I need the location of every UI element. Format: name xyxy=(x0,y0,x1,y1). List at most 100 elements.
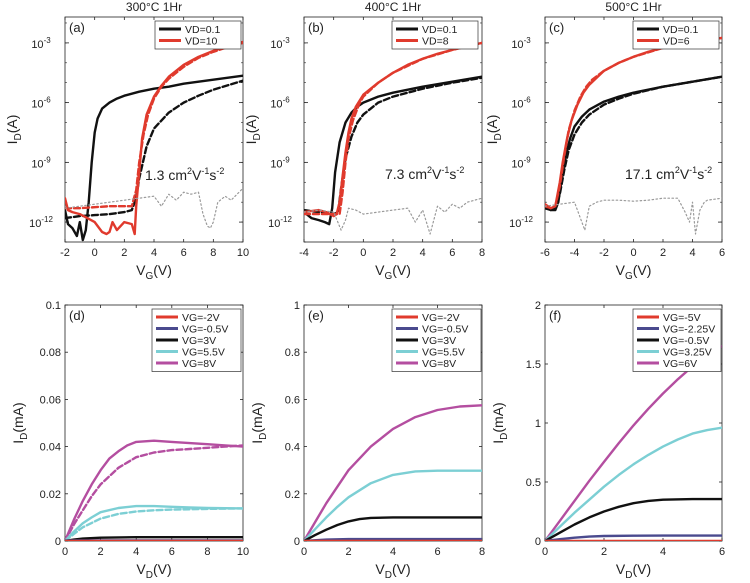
x-tick-label: 4 xyxy=(660,546,666,558)
y-tick-label: 0.2 xyxy=(285,489,300,501)
panel-a: -2 0 2 4 6 8 10 10-12 10-9 10-6 10-3 (a) 300°C 1Hr VG… xyxy=(4,0,249,282)
x-tick-label: 0 xyxy=(301,546,307,558)
legend-label: VG=-2.25V xyxy=(663,324,715,336)
series-line-vg-5.5v xyxy=(65,504,243,541)
series-group xyxy=(304,41,482,235)
legend-box xyxy=(154,20,242,50)
legend-label: VD=8 xyxy=(422,36,449,48)
y-tick-label: 10-6 xyxy=(270,96,290,111)
x-tick-label: 0 xyxy=(542,546,548,558)
x-tick-label: -6 xyxy=(540,247,550,259)
x-tick-label: -2 xyxy=(599,247,609,259)
y-tick-label: 10-9 xyxy=(511,155,531,170)
series-group xyxy=(65,439,243,541)
y-axis-label: ID(mA) xyxy=(490,402,510,443)
y-tick-label: 10-12 xyxy=(509,215,533,230)
series-line-vd-10-dashed- xyxy=(65,41,243,210)
legend-label: VG=3V xyxy=(182,335,216,347)
series-line-vg-5.5v-dashed- xyxy=(65,507,243,541)
series-line-vg-8v xyxy=(65,439,243,541)
series-line-vg-8v-dashed- xyxy=(65,444,243,541)
series-line-gate-leakage xyxy=(65,187,243,229)
x-tick-label: 8 xyxy=(479,546,485,558)
x-tick-label: 8 xyxy=(204,546,210,558)
panel-label: (e) xyxy=(308,308,324,323)
x-tick-label: 4 xyxy=(420,247,426,259)
y-tick-label: 10-3 xyxy=(270,36,290,51)
y-tick-label: 0 xyxy=(535,536,541,548)
plot-frame xyxy=(544,16,723,243)
mobility-annotation: 1.3 cm2V-1s-2 xyxy=(145,166,224,183)
legend-label: VG=-5V xyxy=(663,312,701,324)
panel-title: 300°C 1Hr xyxy=(126,0,182,14)
x-axis-label: VD(V) xyxy=(375,561,410,581)
x-tick-label: 0 xyxy=(92,247,98,259)
legend-label: VG=-0.5V xyxy=(663,335,709,347)
x-tick-label: -4 xyxy=(299,247,309,259)
x-tick-label: 6 xyxy=(181,247,187,259)
y-tick-label: 1 xyxy=(535,418,541,430)
x-axis-label: VG(V) xyxy=(616,262,652,282)
legend-label: VG=3.25V xyxy=(663,347,712,359)
y-tick-label: 10-9 xyxy=(31,155,51,170)
series-group xyxy=(65,40,243,242)
series-line-vg-8v xyxy=(304,404,482,541)
x-axis-label: VD(V) xyxy=(136,561,171,581)
legend-label: VD=0.1 xyxy=(185,24,220,36)
y-tick-label: 0 xyxy=(294,536,300,548)
y-axis-label: ID(mA) xyxy=(249,402,269,443)
legend-label: VG=6V xyxy=(663,358,697,370)
mobility-annotation: 7.3 cm2V-1s-2 xyxy=(385,165,464,182)
x-tick-label: 2 xyxy=(98,546,104,558)
y-tick-label: 0.04 xyxy=(40,442,61,454)
x-tick-label: 6 xyxy=(719,546,725,558)
y-axis-label: ID(mA) xyxy=(10,402,30,443)
legend-label: VG=-2V xyxy=(422,312,460,324)
y-axis-label: ID(A) xyxy=(243,115,263,145)
panel-d: 0 2 4 6 8 10 0 0.02 0.04 0.06 0.08 0.1 (d) VD(V) ID(mA… xyxy=(10,300,249,581)
y-tick-label: 0.4 xyxy=(285,442,300,454)
y-axis-label: ID(A) xyxy=(4,115,24,145)
legend: VD=0.1VD=6 xyxy=(632,20,720,50)
y-tick-label: 10-6 xyxy=(511,96,531,111)
y-tick-label: 0.6 xyxy=(285,394,300,406)
x-tick-label: 6 xyxy=(719,247,725,259)
series-line-vd-0.1-dashed- xyxy=(304,76,482,216)
panel-b: -4 -2 0 2 4 6 8 10-12 10-9 10-6 10-3 (b) 400°C 1Hr VG… xyxy=(243,0,485,282)
plot-frame xyxy=(303,16,483,243)
series-line-vd-0.1-dashed- xyxy=(545,75,722,212)
series-group xyxy=(545,345,722,541)
panel-f: 0 2 4 6 0 0.5 1 1.5 2 (f) VD(V) ID(mA) VG=-5VVG=-2.2… xyxy=(490,300,725,581)
x-tick-label: 0 xyxy=(360,247,366,259)
x-tick-label: 8 xyxy=(479,247,485,259)
y-tick-label: 0.08 xyxy=(40,347,61,359)
legend-label: VG=3V xyxy=(422,335,456,347)
series-line-vg-3.25v xyxy=(545,426,722,541)
y-tick-label: 10-6 xyxy=(31,96,51,111)
legend-label: VG=8V xyxy=(422,358,456,370)
series-line-vg-5.5v xyxy=(304,469,482,541)
x-tick-label: 2 xyxy=(660,247,666,259)
y-tick-label: 0.8 xyxy=(285,347,300,359)
y-tick-label: 0.02 xyxy=(40,489,61,501)
series-group xyxy=(304,404,482,541)
legend: VD=0.1VD=10 xyxy=(154,20,242,50)
y-tick-label: 2 xyxy=(535,300,541,312)
x-tick-label: 6 xyxy=(169,546,175,558)
series-line-vd-10 xyxy=(65,40,243,236)
y-tick-label: 10-3 xyxy=(511,36,531,51)
y-tick-label: 0 xyxy=(55,536,61,548)
series-line-vg-3v xyxy=(304,516,482,541)
x-tick-label: -2 xyxy=(329,247,339,259)
legend-label: VG=5.5V xyxy=(422,347,465,359)
x-tick-label: 4 xyxy=(133,546,139,558)
x-tick-label: 10 xyxy=(237,546,249,558)
series-line-vd-8 xyxy=(304,41,482,218)
panel-title: 400°C 1Hr xyxy=(365,0,421,14)
panel-label: (b) xyxy=(308,20,324,35)
y-tick-label: 10-12 xyxy=(29,215,53,230)
